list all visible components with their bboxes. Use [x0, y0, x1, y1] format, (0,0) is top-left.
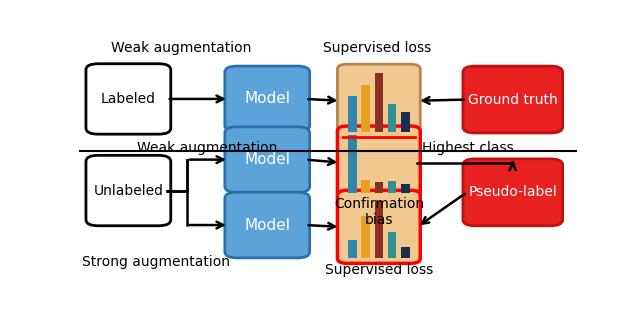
Text: Pseudo-label: Pseudo-label	[468, 185, 557, 199]
Text: Unlabeled: Unlabeled	[93, 184, 163, 197]
FancyBboxPatch shape	[337, 64, 420, 137]
Bar	[401, 112, 410, 132]
Bar	[362, 216, 370, 258]
Text: Labeled: Labeled	[101, 92, 156, 106]
Text: Model: Model	[244, 152, 291, 167]
FancyBboxPatch shape	[86, 64, 171, 134]
Text: Weak augmentation: Weak augmentation	[137, 141, 277, 155]
FancyBboxPatch shape	[225, 127, 310, 193]
Bar	[348, 96, 356, 132]
Bar	[362, 85, 370, 132]
Bar	[374, 73, 383, 132]
Bar	[388, 181, 396, 193]
Text: Supervised loss: Supervised loss	[323, 41, 432, 55]
Bar	[348, 240, 356, 258]
FancyBboxPatch shape	[337, 190, 420, 263]
FancyBboxPatch shape	[225, 192, 310, 258]
Text: Confirmation
bias: Confirmation bias	[334, 197, 424, 227]
Text: Supervised loss: Supervised loss	[325, 263, 433, 277]
Bar	[388, 232, 396, 258]
FancyBboxPatch shape	[86, 155, 171, 226]
Bar	[401, 184, 410, 193]
Bar	[401, 247, 410, 258]
Bar	[348, 135, 356, 193]
Bar	[362, 180, 370, 193]
Text: Strong augmentation: Strong augmentation	[83, 255, 230, 269]
Text: Weak augmentation: Weak augmentation	[111, 41, 252, 55]
Bar	[374, 201, 383, 258]
Text: Highest class: Highest class	[422, 141, 514, 155]
Bar	[374, 182, 383, 193]
FancyBboxPatch shape	[225, 66, 310, 132]
Text: Ground truth: Ground truth	[468, 92, 557, 107]
FancyBboxPatch shape	[337, 126, 420, 199]
FancyBboxPatch shape	[463, 66, 563, 133]
FancyBboxPatch shape	[463, 159, 563, 226]
Text: Model: Model	[244, 91, 291, 106]
Text: Model: Model	[244, 218, 291, 233]
Bar	[388, 104, 396, 132]
